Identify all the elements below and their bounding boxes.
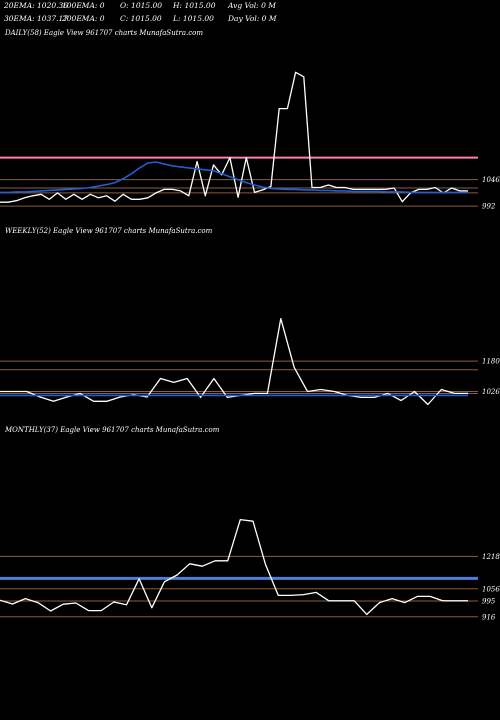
weekly-level-label: 1180 bbox=[482, 358, 500, 366]
header-high: H: 1015.00 bbox=[172, 1, 216, 10]
weekly-panel: 1180 1026 bbox=[0, 317, 500, 406]
header-100ema: 100EMA: 0 bbox=[62, 1, 105, 10]
monthly-level-label: 1218 bbox=[482, 553, 500, 561]
header-200ema: 200EMA: 0 bbox=[61, 14, 105, 23]
weekly-caption: WEEKLY(52) Eagle View 961707 charts Muna… bbox=[5, 227, 213, 235]
weekly-level-label: 1026 bbox=[482, 388, 500, 396]
header-close: C: 1015.00 bbox=[120, 14, 162, 23]
monthly-level-label: 916 bbox=[482, 613, 496, 621]
monthly-level-label: 995 bbox=[482, 598, 496, 606]
daily-panel: 1046 992 bbox=[0, 71, 500, 211]
indicator-header: 20EMA: 1020.36 100EMA: 0 O: 1015.00 H: 1… bbox=[3, 1, 277, 23]
monthly-level-label: 1056 bbox=[482, 585, 500, 593]
monthly-caption: MONTHLY(37) Eagle View 961707 charts Mun… bbox=[4, 426, 220, 434]
daily-ema-line bbox=[0, 161, 468, 194]
daily-caption: DAILY(58) Eagle View 961707 charts Munaf… bbox=[4, 29, 203, 37]
header-open: O: 1015.00 bbox=[120, 1, 162, 10]
daily-price-line bbox=[0, 71, 468, 203]
daily-level-label: 1046 bbox=[482, 176, 500, 184]
header-avg-vol: Avg Vol: 0 M bbox=[227, 1, 276, 10]
chart-panels: 1046 992 1180 1026 1218 1056 995 916 bbox=[0, 71, 500, 621]
header-20ema: 20EMA: 1020.36 bbox=[3, 1, 68, 10]
weekly-price-line bbox=[0, 317, 468, 406]
header-30ema: 30EMA: 1037.17 bbox=[4, 14, 68, 23]
monthly-price-line bbox=[0, 518, 468, 616]
header-low: L: 1015.00 bbox=[172, 14, 214, 23]
panel-captions: DAILY(58) Eagle View 961707 charts Munaf… bbox=[4, 29, 220, 434]
monthly-panel: 1218 1056 995 916 bbox=[0, 518, 500, 621]
header-day-vol: Day Vol: 0 M bbox=[227, 14, 277, 23]
daily-level-label: 992 bbox=[482, 203, 496, 211]
